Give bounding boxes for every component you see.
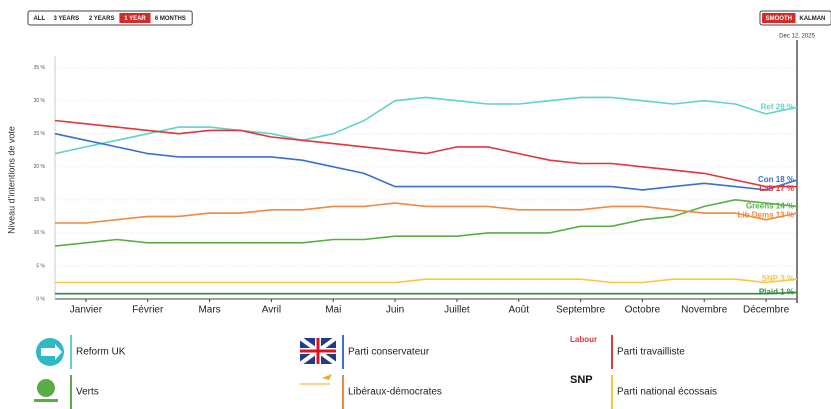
end-label-name: Plaid (759, 287, 778, 296)
range-button[interactable]: 6 MONTHS (155, 16, 186, 22)
end-label-name: Con (758, 175, 774, 184)
end-label: SNP 3 % (762, 274, 794, 283)
range-button-bg[interactable] (119, 13, 151, 23)
range-button[interactable]: 3 YEARS (54, 16, 80, 22)
x-tick-label: Juin (386, 305, 404, 316)
legend-swatch (611, 335, 613, 369)
y-axis-label: Niveau d'intentions de vote (6, 126, 16, 234)
legend-label: Parti national écossais (617, 387, 717, 398)
end-label-name: Greens (746, 202, 774, 211)
series-line (55, 202, 798, 224)
range-button[interactable]: 1 YEAR (124, 16, 146, 22)
legend-swatch (611, 375, 613, 409)
end-label-value: 29 % (776, 102, 794, 111)
mode-frame (759, 10, 831, 26)
y-tick-label: 15 % (34, 197, 46, 203)
x-tick-label: Avril (262, 305, 281, 316)
end-label-value: 3 % (780, 274, 794, 283)
legend-label: Libéraux-démocrates (348, 387, 442, 398)
legend-swatch (342, 375, 344, 409)
legend-icons (34, 336, 338, 402)
y-tick-label: 30 % (34, 98, 46, 104)
end-label: Plaid 1 % (759, 287, 794, 296)
end-label: Lab 17 % (759, 184, 794, 193)
labour-logo: Labour (570, 335, 597, 344)
y-tick-label: 5 % (36, 263, 45, 269)
mode-button-bg[interactable] (795, 13, 830, 23)
x-tick-label: Février (132, 305, 164, 316)
end-label-value: 1 % (780, 287, 794, 296)
end-label: Ref 29 % (761, 102, 794, 111)
x-tick-label: Mai (325, 305, 341, 316)
range-button[interactable]: 2 YEARS (89, 16, 115, 22)
legend-label: Parti travailliste (617, 347, 685, 358)
range-button-bg[interactable] (150, 13, 191, 23)
y-tick-label: 35 % (34, 65, 46, 71)
mode-button[interactable]: KALMAN (799, 16, 825, 22)
end-label: Greens 14 % (746, 202, 794, 211)
end-label-name: Ref (761, 102, 774, 111)
y-tick-label: 25 % (34, 131, 46, 137)
legend-swatch (70, 335, 72, 369)
range-frame (27, 10, 193, 26)
legend-label: Parti conservateur (348, 347, 430, 358)
series-line (55, 278, 798, 284)
end-label-name: SNP (762, 274, 779, 283)
legend-label: Verts (76, 387, 99, 398)
x-tick-label: Juillet (444, 305, 470, 316)
series-line (54, 132, 798, 191)
y-tick-label: 20 % (34, 164, 46, 170)
x-tick-label: Novembre (681, 305, 728, 316)
end-label-name: Lab (759, 184, 773, 193)
x-tick-label: Octobre (625, 305, 661, 316)
y-tick-label: 10 % (34, 230, 46, 236)
x-tick-label: Mars (198, 305, 220, 316)
end-label-value: 14 % (776, 202, 794, 211)
range-button-bg[interactable] (48, 13, 84, 23)
end-label: Lib Dems 13 % (738, 211, 794, 220)
series-line (54, 119, 797, 188)
end-date: Dec 12, 2025 (779, 34, 815, 40)
x-tick-label: Août (508, 305, 529, 316)
x-tick-label: Décembre (743, 305, 790, 316)
series-line (54, 96, 798, 155)
range-button-bg[interactable] (84, 13, 120, 23)
range-button-bg[interactable] (30, 13, 49, 23)
x-tick-label: Septembre (556, 305, 605, 316)
x-tick-label: Janvier (70, 305, 103, 316)
snp-logo: SNP (570, 374, 593, 386)
end-label-value: 13 % (776, 211, 794, 220)
end-label: Con 18 % (758, 175, 794, 184)
end-label-value: 17 % (776, 184, 794, 193)
legend-label: Reform UK (76, 347, 126, 358)
legend-swatch (342, 335, 344, 369)
mode-button-bg[interactable] (762, 13, 796, 23)
range-button[interactable]: ALL (33, 16, 45, 22)
series-line (55, 291, 798, 295)
y-tick-label: 0 % (36, 296, 45, 302)
series-line (54, 199, 798, 247)
legend-swatch (70, 375, 72, 409)
end-label-name: Lib Dems (738, 211, 775, 220)
end-label-value: 18 % (776, 175, 794, 184)
mode-button[interactable]: SMOOTH (766, 16, 792, 22)
